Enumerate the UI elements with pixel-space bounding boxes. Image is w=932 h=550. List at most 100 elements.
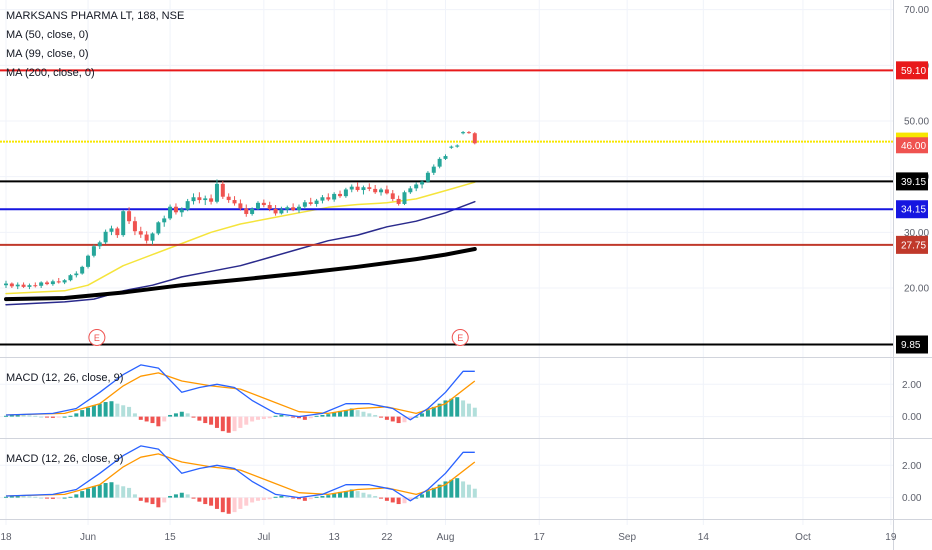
macd-hist-bar: [343, 410, 348, 417]
level-label-5: 9.85: [901, 340, 921, 351]
macd-hist-bar: [203, 416, 208, 424]
candle-body: [472, 133, 477, 144]
macd-hist-bar: [127, 406, 132, 417]
moving-averages: [4, 181, 477, 306]
candle-body: [250, 208, 255, 214]
candles: [4, 131, 477, 290]
macd-hist-bar: [127, 487, 132, 498]
candle-body: [279, 209, 284, 214]
date-tick-label: 18: [0, 532, 12, 543]
macd-hist-bar: [197, 416, 202, 421]
macd-hist-bar: [472, 407, 477, 417]
macd-hist-bar: [244, 416, 249, 425]
macd-hist-bar: [56, 497, 61, 499]
macd-hist-bar: [74, 413, 79, 417]
macd-hist-bar: [466, 403, 471, 417]
earnings-label-0: E: [94, 333, 100, 343]
macd-hist-bar: [68, 415, 73, 417]
candle-body: [379, 189, 384, 193]
macd-hist-bar: [214, 497, 219, 509]
macd-hist-bar: [355, 410, 360, 417]
legend-ma50[interactable]: MA (50, close, 0): [6, 29, 89, 41]
macd-hist-bar: [326, 495, 331, 498]
macd-hist-bar: [168, 495, 173, 498]
candle-body: [56, 281, 61, 283]
macd-hist-bar: [21, 414, 26, 417]
macd-hist-bar: [226, 416, 231, 433]
macd-hist-bar: [62, 497, 67, 499]
macd-hist-bar: [74, 494, 79, 498]
macd-hist-bar: [279, 414, 284, 417]
macd-hist-bar: [455, 478, 460, 498]
macd-hist-bar: [80, 410, 85, 417]
candle-body: [220, 183, 225, 197]
level-label-bg-5: [896, 335, 928, 354]
macd-hist-bar: [80, 491, 85, 498]
macd-hist-bar: [50, 416, 55, 418]
macd-hist-bar: [15, 414, 20, 417]
horizontal-levels: [0, 69, 893, 346]
date-tick-label: 13: [329, 532, 341, 543]
macd-2-title[interactable]: MACD (12, 26, close, 9): [6, 453, 124, 465]
macd-hist-bar: [209, 416, 214, 425]
macd-hist-bar: [250, 416, 255, 422]
macd-hist-bar: [33, 496, 38, 498]
legend-ma99[interactable]: MA (99, close, 0): [6, 48, 89, 60]
macd-hist-bar: [226, 497, 231, 514]
earnings-label-1: E: [457, 333, 463, 343]
candle-body: [214, 183, 219, 202]
macd-tick-label: 2.00: [902, 380, 922, 391]
macd-hist-bar: [279, 495, 284, 498]
macd-hist-bar: [297, 497, 301, 500]
ma-line-1: [5, 200, 476, 306]
price-axis: 70.0060.0050.0040.0030.0020.0059.1046.30…: [896, 5, 929, 354]
macd-hist-bar: [150, 497, 155, 505]
macd-hist-bar: [361, 411, 366, 417]
candle-body: [191, 197, 196, 202]
macd-hist-bar: [297, 416, 301, 419]
date-tick-label: 19: [885, 532, 897, 543]
macd-hist-bar: [255, 497, 260, 501]
macd-panel-1: 2.00 0.00: [0, 364, 922, 433]
macd-1-title[interactable]: MACD (12, 26, close, 9): [6, 372, 124, 384]
price-tick-label: 50.00: [904, 117, 929, 128]
candle-body: [343, 189, 348, 197]
macd-hist-bar: [220, 416, 225, 432]
macd-hist-bar: [402, 497, 407, 504]
legend-ma200[interactable]: MA (200, close, 0): [6, 67, 95, 79]
candle-body: [314, 200, 319, 204]
legend-symbol[interactable]: MARKSANS PHARMA LT, 188, NSE: [6, 10, 185, 22]
candle-body: [68, 275, 73, 281]
candle-body: [267, 205, 272, 209]
macd-hist-bar: [379, 416, 384, 418]
macd-hist-bar: [408, 497, 413, 501]
macd-hist-bar: [144, 416, 149, 422]
candle-body: [420, 181, 425, 185]
macd-hist-bar: [50, 497, 55, 499]
macd-hist-bar: [455, 397, 460, 417]
macd-hist-bar: [91, 405, 96, 417]
macd-tick-label: 0.00: [902, 412, 922, 423]
macd-hist-bar: [273, 415, 278, 417]
date-tick-label: Aug: [437, 532, 455, 543]
candle-body: [50, 281, 55, 285]
macd-hist-bar: [302, 416, 307, 420]
candle-body: [15, 284, 20, 287]
candle-body: [384, 189, 389, 194]
macd-hist-bar: [244, 497, 249, 506]
candle-body: [273, 208, 278, 214]
macd-hist-bar: [349, 408, 354, 417]
macd-hist-bar: [4, 496, 8, 498]
candle-body: [121, 211, 126, 236]
macd-hist-bar: [308, 416, 313, 419]
candle-body: [455, 145, 460, 147]
macd-hist-bar: [291, 497, 296, 499]
macd-hist-bar: [343, 491, 348, 498]
candle-body: [21, 284, 26, 287]
macd-panel-2: 2.00 0.00: [0, 445, 922, 514]
candle-body: [80, 266, 85, 274]
macd-hist-bar: [138, 416, 143, 420]
macd-hist-bar: [132, 494, 137, 498]
macd-hist-bar: [273, 496, 278, 498]
